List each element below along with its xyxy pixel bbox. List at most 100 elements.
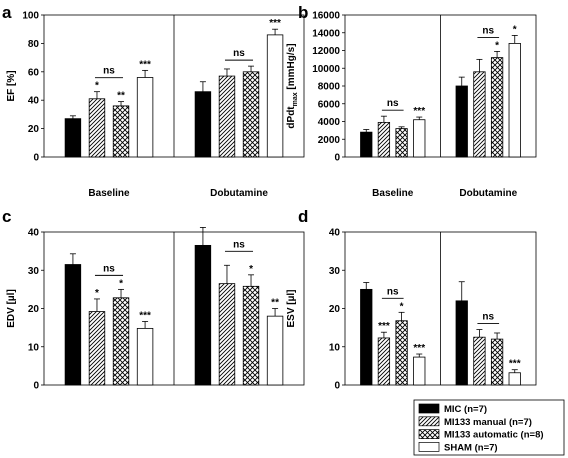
legend-label: MIC (n=7) [444, 404, 487, 415]
y-tick-label: 0 [33, 153, 39, 164]
y-tick-label: 30 [28, 266, 40, 277]
bar [88, 98, 106, 158]
bar [473, 336, 486, 386]
y-tick-label: 60 [28, 67, 40, 78]
y-axis-label: EDV [µl] [6, 289, 17, 328]
significance-label: * [495, 40, 499, 51]
y-tick-label: 40 [28, 228, 40, 239]
y-tick-label: 12000 [312, 46, 340, 57]
category-label: Baseline [88, 188, 130, 199]
bar [377, 337, 391, 386]
y-tick-label: 80 [28, 39, 40, 50]
legend-label: SHAM (n=7) [444, 442, 498, 453]
bar [242, 285, 260, 386]
y-tick-label: 100 [22, 11, 39, 22]
ns-label: ns [103, 66, 115, 77]
y-tick-label: 0 [33, 381, 39, 392]
bar [413, 119, 426, 158]
bar [266, 34, 284, 158]
ns-label: ns [103, 263, 115, 274]
ns-label: ns [387, 98, 399, 109]
legend-swatch [418, 416, 440, 427]
y-tick-label: 20 [28, 304, 40, 315]
significance-label: *** [509, 359, 521, 370]
ns-label: ns [387, 286, 399, 297]
significance-label: * [249, 264, 253, 275]
bar [360, 288, 373, 386]
legend-label: MI133 automatic (n=8) [444, 430, 544, 441]
y-tick-label: 10 [28, 342, 40, 353]
y-axis-label-main: dPdt [286, 106, 297, 129]
bar [455, 85, 468, 158]
bar [508, 43, 521, 158]
panel-letter: b [298, 3, 308, 22]
bar [360, 131, 373, 158]
significance-label: * [95, 81, 99, 92]
ns-label: ns [233, 48, 245, 59]
bar [508, 372, 521, 386]
y-axis-label: ESV [µl] [286, 290, 297, 328]
ns-label: ns [482, 25, 494, 36]
significance-label: * [95, 288, 99, 299]
bar [194, 244, 212, 386]
bar [112, 105, 130, 158]
significance-label: * [400, 301, 404, 312]
bar [413, 356, 426, 386]
legend-swatch [418, 442, 440, 452]
bar [455, 300, 468, 386]
y-tick-label: 6000 [318, 99, 341, 110]
bar [395, 320, 408, 386]
y-tick-label: 20 [28, 124, 40, 135]
y-tick-label: 10000 [312, 64, 340, 75]
y-tick-label: 16000 [312, 11, 340, 22]
bar [136, 327, 154, 386]
panel-letter: a [2, 3, 12, 22]
bar [218, 75, 236, 158]
y-axis-label: dPdtmax [mmHg/s] [286, 43, 299, 128]
legend-label: MI133 manual (n=7) [444, 417, 532, 428]
y-tick-label: 8000 [318, 82, 341, 93]
ns-label: ns [482, 312, 494, 323]
panel-letter: c [2, 207, 11, 226]
y-tick-label: 40 [329, 228, 341, 239]
legend-swatch [418, 403, 440, 414]
bar [490, 338, 504, 386]
category-label: Baseline [372, 188, 414, 199]
significance-label: * [513, 24, 517, 35]
panel-a: aEF [%]020406080100******nsBaseline***ns… [2, 3, 305, 199]
bar [194, 91, 212, 158]
legend-swatch [418, 429, 440, 439]
bar [64, 264, 82, 386]
y-tick-label: 0 [334, 381, 340, 392]
y-tick-label: 0 [334, 153, 340, 164]
significance-label: * [119, 278, 123, 289]
bar [266, 315, 284, 386]
y-axis-label-subscript: max [292, 92, 299, 106]
legend: MIC (n=7) MI133 manual (n=7) MI133 automat… [413, 399, 565, 456]
bar [377, 121, 391, 158]
y-tick-label: 40 [28, 96, 40, 107]
panel-letter: d [298, 207, 308, 226]
bar [88, 311, 106, 386]
y-axis-label-unit: [mmHg/s] [286, 43, 297, 92]
bar [395, 128, 408, 158]
significance-label: *** [139, 59, 151, 70]
bar [490, 57, 504, 158]
significance-label: *** [378, 321, 390, 332]
bar [112, 297, 130, 386]
y-tick-label: 20 [329, 304, 341, 315]
y-tick-label: 30 [329, 266, 341, 277]
y-axis-label: EF [%] [6, 70, 17, 101]
y-tick-label: 10 [329, 342, 341, 353]
significance-label: *** [269, 18, 281, 29]
significance-label: *** [413, 106, 425, 117]
bar [136, 77, 154, 158]
bar [218, 283, 236, 386]
panel-b: b dPdtmax [mmHg/s] 0 2000 4000 6000 8000 10000 1… [286, 3, 537, 199]
significance-label: ** [271, 298, 279, 309]
y-tick-label: 14000 [312, 28, 340, 39]
category-label: Dobutamine [459, 188, 517, 199]
